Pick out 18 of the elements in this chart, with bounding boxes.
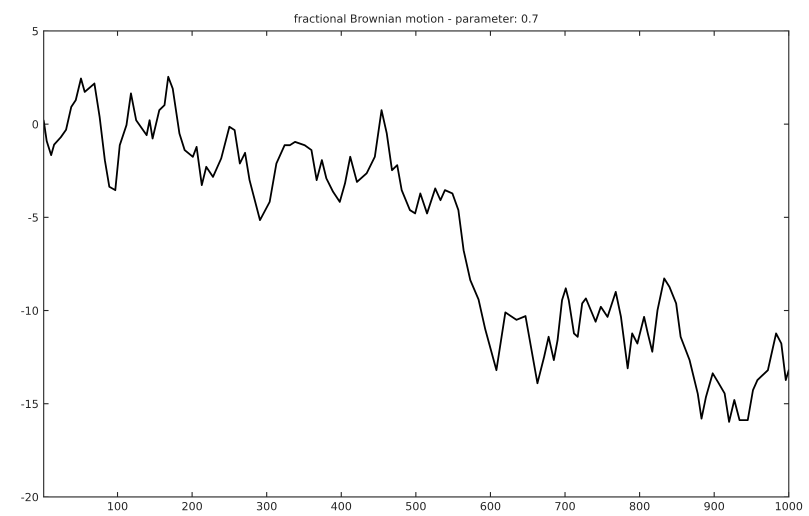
- x-tick-label: 300: [256, 502, 277, 510]
- x-tick-label: 700: [555, 502, 575, 510]
- x-tick-label: 900: [704, 502, 724, 510]
- y-tick-label: -15: [21, 400, 38, 408]
- y-tick-label: -10: [21, 306, 38, 315]
- x-tick-label: 200: [182, 502, 202, 510]
- line-series: [44, 76, 789, 423]
- x-tick-label: 600: [480, 502, 500, 510]
- x-tick-label: 800: [630, 502, 650, 510]
- y-tick-label: 0: [32, 120, 38, 129]
- y-tick-label: -20: [21, 492, 38, 502]
- y-tick-label: -5: [28, 213, 38, 222]
- x-tick-label: 100: [108, 502, 128, 510]
- x-tick-label: 500: [406, 502, 426, 510]
- x-tick-label: 1000: [776, 502, 802, 510]
- x-tick-label: 400: [331, 502, 352, 510]
- y-tick-label: 5: [32, 27, 38, 36]
- chart-title: fractional Brownian motion - parameter: 0.7: [294, 14, 538, 25]
